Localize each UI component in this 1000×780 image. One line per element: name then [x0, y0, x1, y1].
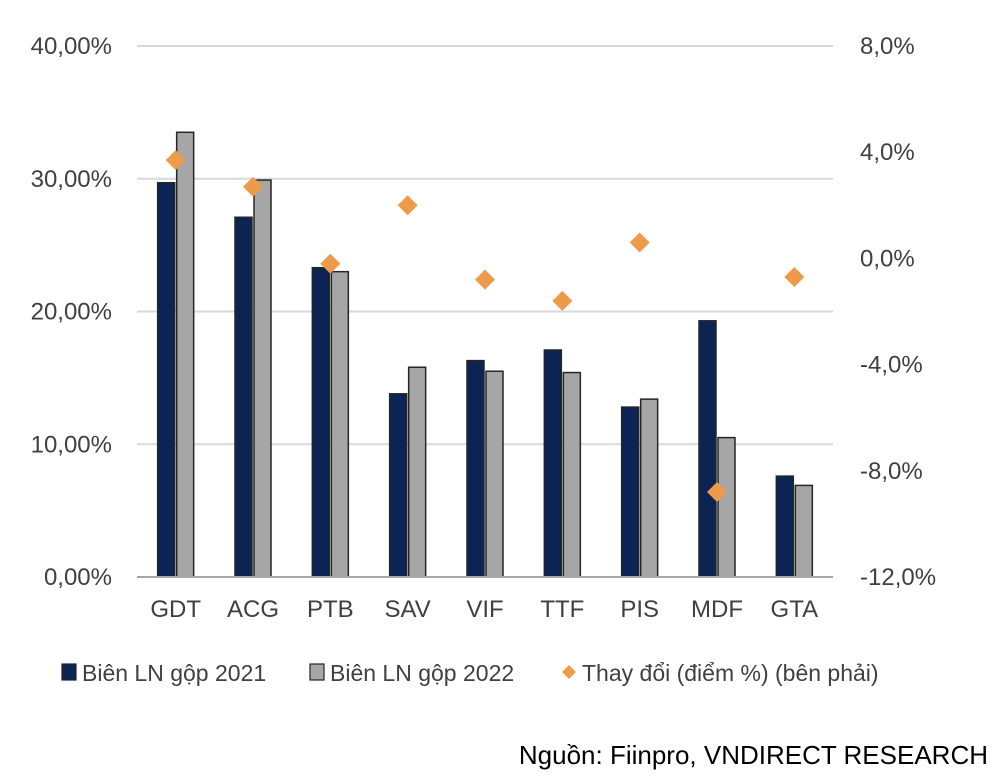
bar-2021-mdf	[698, 320, 717, 578]
y-left-tick-label: 10,00%	[31, 431, 112, 458]
x-axis-categories: GDT ACG PTB SAV VIF TTF PIS MDF GTA	[150, 596, 818, 623]
y-right-tick-label: 4,0%	[860, 139, 915, 166]
category-label: VIF	[466, 596, 503, 623]
marker-change-ttf	[552, 290, 573, 311]
source-note: Nguồn: Fiinpro, VNDIRECT RESEARCH	[519, 740, 988, 770]
legend-swatch	[309, 663, 325, 681]
category-label: GTA	[771, 596, 819, 623]
marker-change-mdf	[707, 482, 727, 503]
legend-swatch	[61, 663, 77, 681]
y-right-tick-label: -8,0%	[860, 458, 923, 485]
y-right-tick-label: 0,0%	[860, 245, 915, 272]
y-left-tick-label: 20,00%	[31, 299, 112, 326]
legend-label: Thay đổi (điểm %) (bên phải)	[582, 660, 879, 686]
y-axis-right-ticks: -12,0% -8,0% -4,0% 0,0% 4,0% 8,0%	[860, 33, 936, 591]
y-left-tick-label: 0,00%	[44, 564, 112, 591]
y-left-tick-label: 30,00%	[31, 166, 112, 193]
bar-2021-pis	[620, 406, 640, 578]
category-label: TTF	[540, 596, 584, 623]
bar-2022-sav	[407, 366, 427, 578]
y-right-tick-label: -12,0%	[860, 564, 936, 591]
marker-change-gdt	[165, 150, 186, 171]
marker-change-ptb	[320, 253, 341, 274]
bar-2021-gdt	[156, 181, 176, 578]
category-label: PTB	[307, 596, 354, 623]
bar-2022-pis	[639, 398, 659, 578]
category-label: GDT	[150, 596, 201, 623]
category-label: MDF	[691, 596, 743, 623]
y-right-tick-label: 8,0%	[860, 33, 915, 60]
legend: Biên LN gộp 2021 Biên LN gộp 2022 Thay đổi…	[61, 660, 879, 686]
bars	[156, 131, 814, 578]
bar-2021-ptb	[311, 266, 331, 578]
marker-change-sav	[397, 195, 418, 216]
bar-2021-vif	[466, 359, 485, 578]
y-axis-left-ticks: 0,00% 10,00% 20,00% 30,00% 40,00%	[31, 33, 112, 591]
marker-change-gta	[784, 266, 805, 287]
y-right-tick-label: -4,0%	[860, 352, 923, 379]
category-label: PIS	[620, 596, 659, 623]
marker-change-pis	[629, 232, 650, 253]
bar-2022-ptb	[330, 270, 350, 578]
legend-swatch	[562, 665, 576, 679]
bar-2021-ttf	[543, 349, 563, 578]
bar-2022-ttf	[562, 371, 582, 578]
y-left-tick-label: 40,00%	[31, 33, 112, 60]
bar-2021-sav	[388, 393, 408, 578]
legend-label: Biên LN gộp 2022	[330, 660, 514, 686]
category-label: ACG	[227, 596, 279, 623]
change-markers	[165, 150, 805, 503]
bar-2022-gta	[794, 484, 814, 578]
category-label: SAV	[385, 596, 431, 623]
bar-2022-vif	[485, 370, 504, 578]
bar-2021-gta	[775, 475, 795, 578]
bar-2022-acg	[253, 179, 272, 578]
marker-change-vif	[475, 269, 495, 290]
marker-change-acg	[243, 176, 263, 197]
legend-label: Biên LN gộp 2021	[82, 660, 266, 686]
bar-2021-acg	[234, 216, 253, 578]
bar-2022-mdf	[717, 436, 736, 578]
bar-2022-gdt	[175, 131, 195, 578]
